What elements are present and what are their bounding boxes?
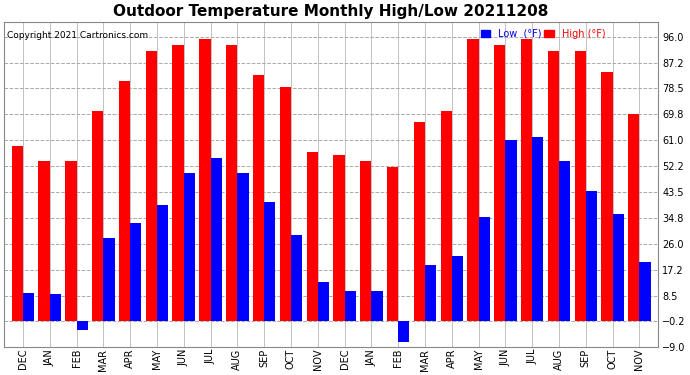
Bar: [306, 152, 318, 321]
Bar: [521, 39, 532, 321]
Bar: [398, 321, 409, 342]
Bar: [387, 167, 398, 321]
Legend: Low  (°F), High (°F): Low (°F), High (°F): [479, 27, 607, 40]
Bar: [146, 51, 157, 321]
Bar: [199, 39, 210, 321]
Bar: [23, 292, 34, 321]
Bar: [279, 87, 291, 321]
Bar: [210, 158, 221, 321]
Bar: [66, 161, 77, 321]
Bar: [479, 217, 490, 321]
Bar: [50, 294, 61, 321]
Title: Outdoor Temperature Monthly High/Low 20211208: Outdoor Temperature Monthly High/Low 202…: [113, 4, 549, 19]
Bar: [264, 202, 275, 321]
Bar: [104, 238, 115, 321]
Bar: [333, 155, 344, 321]
Bar: [318, 282, 329, 321]
Bar: [613, 214, 624, 321]
Bar: [237, 173, 248, 321]
Bar: [467, 39, 479, 321]
Bar: [628, 114, 640, 321]
Bar: [440, 111, 452, 321]
Bar: [291, 235, 302, 321]
Text: Copyright 2021 Cartronics.com: Copyright 2021 Cartronics.com: [8, 32, 148, 40]
Bar: [172, 45, 184, 321]
Bar: [575, 51, 586, 321]
Bar: [130, 223, 141, 321]
Bar: [360, 161, 371, 321]
Bar: [452, 256, 463, 321]
Bar: [184, 173, 195, 321]
Bar: [494, 45, 505, 321]
Bar: [414, 122, 425, 321]
Bar: [425, 264, 436, 321]
Bar: [77, 321, 88, 330]
Bar: [559, 161, 570, 321]
Bar: [505, 140, 517, 321]
Bar: [157, 205, 168, 321]
Bar: [586, 190, 597, 321]
Bar: [344, 291, 356, 321]
Bar: [12, 146, 23, 321]
Bar: [92, 111, 104, 321]
Bar: [640, 262, 651, 321]
Bar: [371, 291, 383, 321]
Bar: [119, 81, 130, 321]
Bar: [548, 51, 559, 321]
Bar: [39, 161, 50, 321]
Bar: [532, 137, 544, 321]
Bar: [253, 75, 264, 321]
Bar: [602, 72, 613, 321]
Bar: [226, 45, 237, 321]
